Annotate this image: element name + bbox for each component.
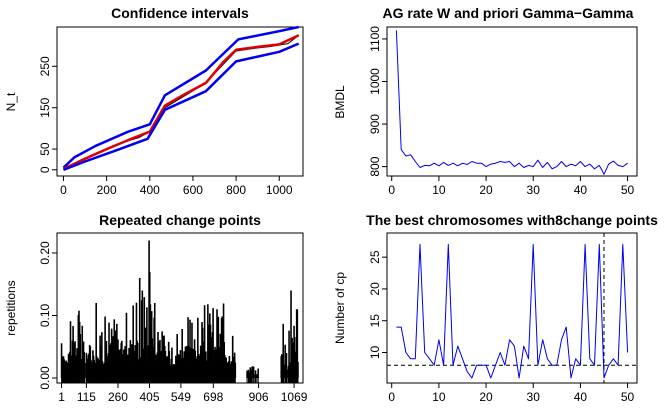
x-tick-label: 30 xyxy=(527,183,541,197)
x-tick-label: 40 xyxy=(574,183,588,197)
y-tick-label: 0.20 xyxy=(38,241,52,265)
x-tick-label: 115 xyxy=(77,390,96,404)
y-tick-label: 0.10 xyxy=(38,303,52,327)
x-tick-label: 1069 xyxy=(281,390,308,404)
x-tick-label: 10 xyxy=(432,183,446,197)
panel-ag-rate: AG rate W and priori Gamma−Gamma BMDL 0 1… xyxy=(333,5,638,197)
y-tick-label: 0 xyxy=(38,166,52,173)
x-tick-label: 30 xyxy=(527,390,541,404)
series-line-cp xyxy=(396,243,629,379)
plot-frame-2 xyxy=(386,26,638,177)
series-lines-4 xyxy=(396,243,629,379)
x-tick-label: 0 xyxy=(388,183,395,197)
plot-frame-4 xyxy=(386,232,638,384)
x-tick-label: 0 xyxy=(60,183,67,197)
series-line-BMDL xyxy=(395,30,628,175)
series-lines-2 xyxy=(395,30,628,175)
series-line-estimate xyxy=(62,34,300,171)
y-tick-label: 0.00 xyxy=(38,366,52,390)
y-tick-label: 900 xyxy=(368,114,382,134)
bars-3 xyxy=(60,240,299,378)
y-tick-label: 1000 xyxy=(368,68,382,95)
panel-confidence-intervals: Confidence intervals N_t 0 200 400 600 800 10… xyxy=(4,5,304,197)
panel-best-chromosomes: The best chromosomes with8change points … xyxy=(333,212,658,404)
x-tick-label: 20 xyxy=(479,390,493,404)
x-tick-label: 260 xyxy=(108,390,128,404)
x-tick-label: 20 xyxy=(479,183,493,197)
panel-repeated-change-points: Repeated change points repetitions 1 115 2… xyxy=(4,212,308,404)
y-ticks-4: 10 15 20 25 xyxy=(368,250,387,359)
y-tick-label: 25 xyxy=(368,250,382,264)
y-axis-label-1: N_t xyxy=(4,92,18,111)
x-ticks-1: 0 200 400 600 800 1000 xyxy=(60,176,293,197)
y-tick-label: 10 xyxy=(368,345,382,359)
x-tick-label: 200 xyxy=(97,183,117,197)
rug-3 xyxy=(61,377,299,383)
series-line-upper xyxy=(62,25,299,169)
y-ticks-3: 0.00 0.10 0.20 xyxy=(38,241,57,390)
x-tick-label: 50 xyxy=(621,390,635,404)
y-axis-label-3: repetitions xyxy=(4,280,18,335)
chart-title-repeated-change-points: Repeated change points xyxy=(99,212,261,228)
y-tick-label: 15 xyxy=(368,314,382,328)
chart-title-best-chromosomes: The best chromosomes with8change points xyxy=(366,212,658,228)
chart-title-ag-rate: AG rate W and priori Gamma−Gamma xyxy=(383,5,634,21)
y-tick-label: 50 xyxy=(38,142,52,156)
x-tick-label: 50 xyxy=(621,183,635,197)
x-ticks-2: 0 10 20 30 40 50 xyxy=(388,176,635,197)
x-tick-label: 400 xyxy=(140,183,160,197)
y-tick-label: 20 xyxy=(368,282,382,296)
plot-frame-1 xyxy=(56,26,304,177)
x-tick-label: 1000 xyxy=(266,183,293,197)
y-tick-label: 250 xyxy=(38,56,52,76)
x-tick-label: 549 xyxy=(171,390,191,404)
y-ticks-2: 800 900 1000 1100 xyxy=(368,26,387,177)
x-tick-label: 40 xyxy=(574,390,588,404)
x-tick-label: 600 xyxy=(183,183,203,197)
y-tick-label: 1100 xyxy=(368,26,382,52)
chart-title-confidence-intervals: Confidence intervals xyxy=(111,5,249,21)
y-axis-label-4: Number of cp xyxy=(333,272,347,344)
x-tick-label: 1 xyxy=(58,390,65,404)
x-tick-label: 800 xyxy=(226,183,246,197)
y-ticks-1: 0 50 150 250 xyxy=(38,56,57,173)
x-ticks-3: 1 115 260 405 549 698 906 1069 xyxy=(58,383,308,404)
reference-lines-4 xyxy=(387,233,637,383)
y-axis-label-2: BMDL xyxy=(333,85,347,119)
y-tick-label: 150 xyxy=(38,97,52,117)
x-tick-label: 906 xyxy=(249,390,269,404)
y-tick-label: 800 xyxy=(368,156,382,176)
series-lines-1 xyxy=(62,25,300,171)
x-tick-label: 0 xyxy=(388,390,395,404)
x-tick-label: 405 xyxy=(140,390,160,404)
series-line-lower xyxy=(63,42,300,171)
x-tick-label: 10 xyxy=(432,390,446,404)
x-tick-label: 698 xyxy=(203,390,223,404)
x-ticks-4: 0 10 20 30 40 50 xyxy=(388,383,635,404)
